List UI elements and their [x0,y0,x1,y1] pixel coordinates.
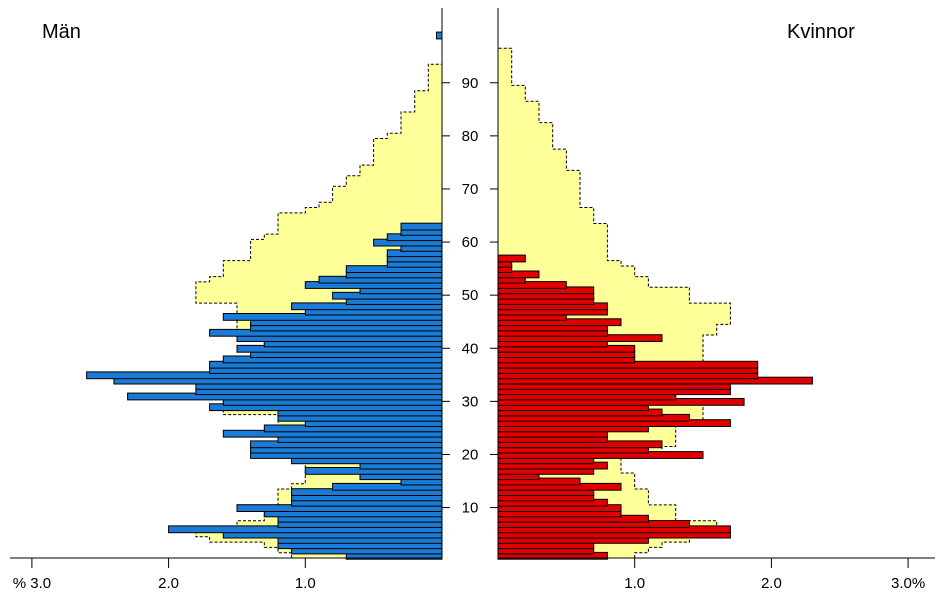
age-label: 60 [462,234,479,251]
age-label: 10 [462,500,479,517]
women-bar-age-57 [497,254,526,263]
age-label: 50 [462,287,479,304]
x-tick-label-left: 2.0 [158,575,179,592]
men-bars [86,31,443,560]
x-tick-label-right: 2.0 [761,575,782,592]
age-label: 40 [462,340,479,357]
men-bar-age-63 [400,222,443,231]
men-bar-age-99 [436,31,443,40]
age-label: 20 [462,446,479,463]
age-label: 70 [462,181,479,198]
men-title: Män [42,21,81,43]
x-tick-label-right: 3.0% [891,575,925,592]
age-label: 80 [462,128,479,145]
x-axis-labels: % 3.0 2.0 1.0 1.0 2.0 3.0% [13,575,925,592]
x-tick-label-right: 1.0 [624,575,645,592]
women-title: Kvinnor [787,21,855,43]
age-axis-labels: 10 20 30 40 50 60 70 80 90 [462,75,479,517]
x-tick-label-left: 1.0 [295,575,316,592]
age-label: 90 [462,75,479,92]
age-label: 30 [462,393,479,410]
x-tick-label-left: % 3.0 [13,575,51,592]
reference-outline-right [497,32,731,558]
reference-outline-left [195,32,443,558]
axes [10,8,935,568]
